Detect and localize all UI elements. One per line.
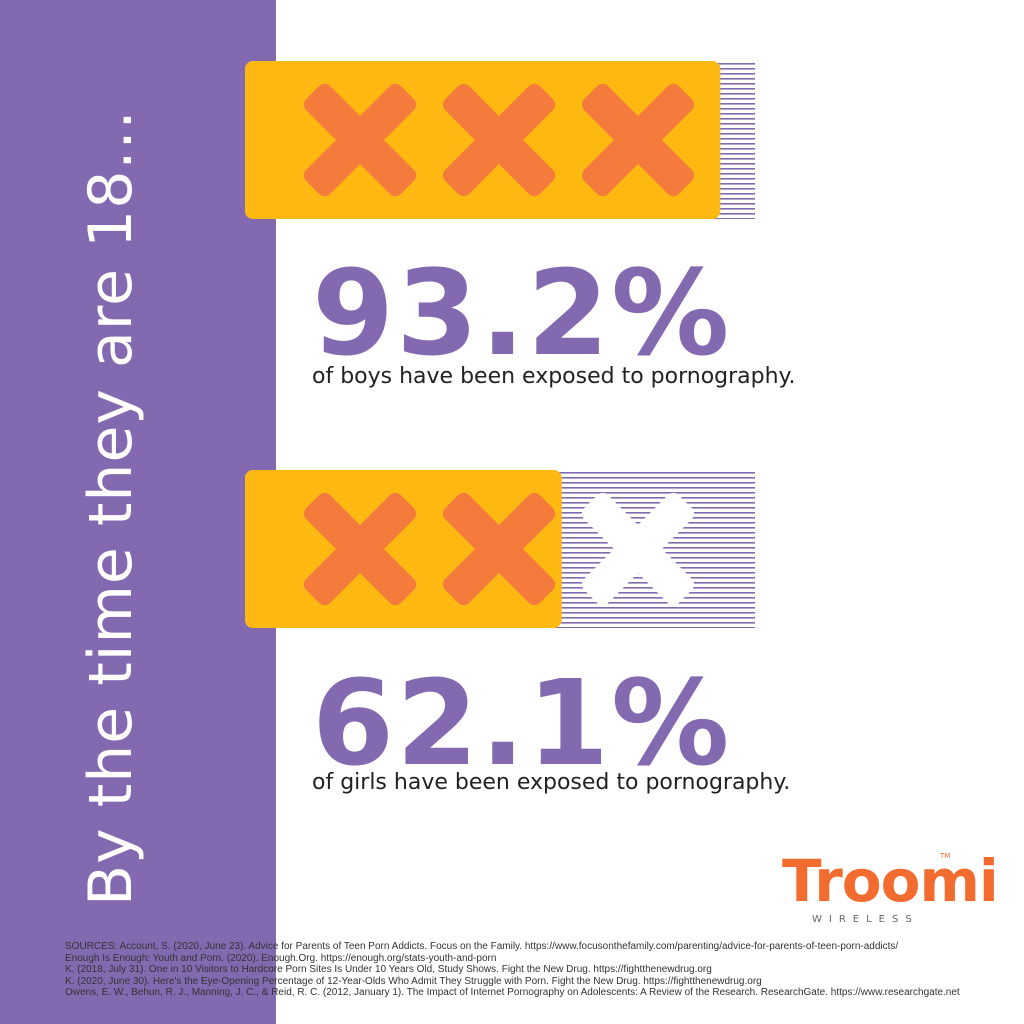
source-line: Owens, E. W., Behun, R. J., Manning, J. … [65, 987, 960, 999]
x-mark-icon [303, 83, 417, 197]
source-line: SOURCES: Account, S. (2020, June 23). Ad… [65, 941, 899, 952]
stat-caption-boys: of boys have been exposed to pornography… [312, 364, 796, 389]
bar-girls [245, 470, 755, 628]
troomi-logo: Troomi TM WIRELESS [782, 852, 999, 932]
x-mark-icon [442, 83, 556, 197]
side-title: By the time they are 18... [76, 109, 147, 906]
x-mark-icon [442, 492, 556, 606]
stat-caption-girls: of girls have been exposed to pornograph… [312, 770, 791, 795]
logo-subtitle: WIRELESS [812, 914, 919, 925]
bar-boys [245, 61, 755, 219]
source-line: Enough Is Enough: Youth and Porn. (2020)… [65, 952, 497, 964]
sidebar-panel: By the time they are 18... [0, 0, 276, 1024]
logo-name: Troomi [782, 847, 999, 915]
x-mark-icon [303, 492, 417, 606]
source-line: K. (2020, June 30). Here's the Eye-Openi… [65, 975, 762, 987]
x-mark-icon [581, 83, 695, 197]
source-line: K. (2018, July 31). One in 10 Visitors t… [65, 964, 712, 976]
sources-list: SOURCES: Account, S. (2020, June 23). Ad… [65, 941, 995, 999]
logo-trademark: TM [940, 852, 951, 860]
stat-value-girls: 62.1% [312, 654, 732, 792]
x-mark-icon [581, 492, 695, 606]
stat-value-boys: 93.2% [312, 244, 732, 382]
